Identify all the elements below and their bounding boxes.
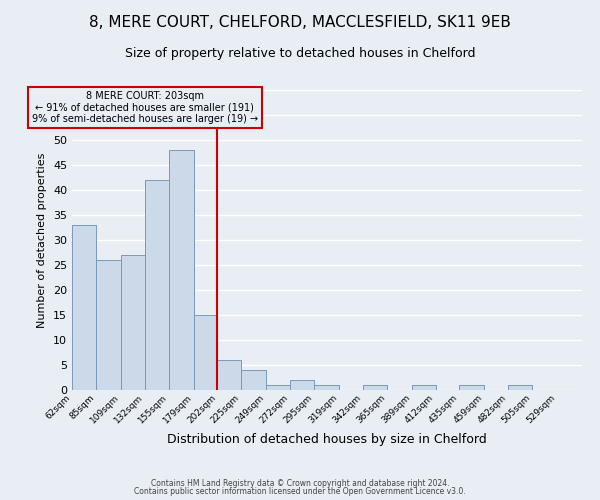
Bar: [194, 315, 217, 390]
Bar: [217, 360, 241, 390]
Bar: [266, 385, 290, 390]
Bar: [72, 225, 96, 390]
Bar: [508, 385, 532, 390]
Text: Contains public sector information licensed under the Open Government Licence v3: Contains public sector information licen…: [134, 487, 466, 496]
Text: Size of property relative to detached houses in Chelford: Size of property relative to detached ho…: [125, 48, 475, 60]
Bar: [169, 150, 194, 390]
Bar: [460, 385, 484, 390]
Bar: [96, 260, 121, 390]
Text: 8, MERE COURT, CHELFORD, MACCLESFIELD, SK11 9EB: 8, MERE COURT, CHELFORD, MACCLESFIELD, S…: [89, 15, 511, 30]
Bar: [121, 255, 145, 390]
Text: 8 MERE COURT: 203sqm
← 91% of detached houses are smaller (191)
9% of semi-detac: 8 MERE COURT: 203sqm ← 91% of detached h…: [32, 91, 258, 124]
Bar: [363, 385, 387, 390]
Bar: [145, 180, 169, 390]
Text: Contains HM Land Registry data © Crown copyright and database right 2024.: Contains HM Land Registry data © Crown c…: [151, 478, 449, 488]
Bar: [290, 380, 314, 390]
Y-axis label: Number of detached properties: Number of detached properties: [37, 152, 47, 328]
Bar: [412, 385, 436, 390]
Bar: [241, 370, 266, 390]
X-axis label: Distribution of detached houses by size in Chelford: Distribution of detached houses by size …: [167, 433, 487, 446]
Bar: [314, 385, 339, 390]
